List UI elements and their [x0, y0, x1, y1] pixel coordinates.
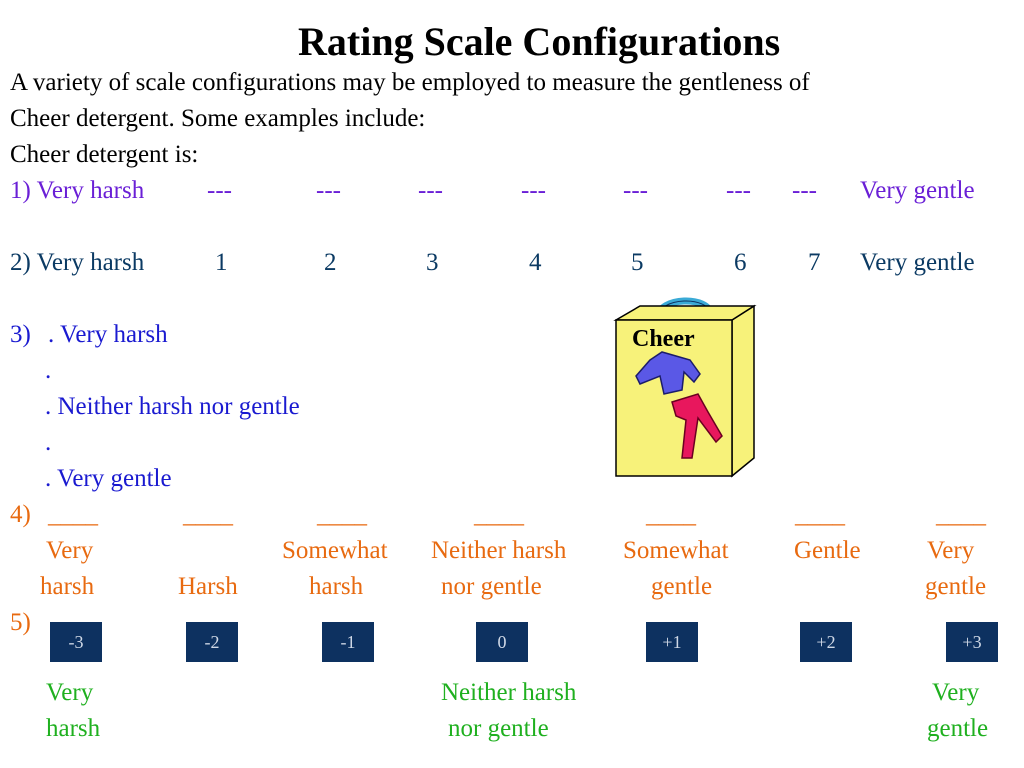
scale-1-mark: ---: [792, 177, 817, 204]
scale-2-right-label: Very gentle: [860, 249, 975, 276]
scale-4-blank: ____: [936, 501, 986, 528]
intro-line-2: Cheer detergent. Some examples include:: [10, 105, 426, 132]
scale-5-label-line2: harsh: [46, 715, 101, 742]
detergent-box-icon: [613, 297, 757, 478]
scale-2-number: 2: [324, 249, 337, 276]
box-side: [731, 304, 755, 478]
scale-3-line: .: [45, 357, 52, 384]
scale-5-box: -3: [50, 622, 102, 662]
scale-5-label-line1: Neither harsh: [441, 679, 577, 706]
scale-5-label-line2: nor gentle: [448, 715, 549, 742]
box-front: [615, 319, 733, 477]
scale-5-label-line1: Very: [932, 679, 980, 706]
scale-2-left-label: 2) Very harsh: [10, 249, 145, 276]
scale-2-number: 5: [631, 249, 644, 276]
scale-1-mark: ---: [207, 177, 232, 204]
scale-4-blank: ____: [646, 501, 696, 528]
scale-2-number: 4: [529, 249, 542, 276]
scale-2-number: 3: [426, 249, 439, 276]
scale-1-mark: ---: [623, 177, 648, 204]
scale-2-number: 6: [734, 249, 747, 276]
scale-5-box: -2: [186, 622, 238, 662]
detergent-box-label: Cheer: [632, 326, 695, 352]
scale-4-blank: ____: [795, 501, 845, 528]
scale-4-label-line1: Somewhat: [623, 537, 729, 564]
scale-5-box: 0: [476, 622, 528, 662]
scale-4-blank: ____: [48, 501, 98, 528]
scale-4-label-line2: Harsh: [178, 573, 238, 600]
scale-4-label-line2: harsh: [309, 573, 364, 600]
scale-1-mark: ---: [418, 177, 443, 204]
scale-1-right-label: Very gentle: [860, 177, 975, 204]
scale-4-label-line2: gentle: [925, 573, 987, 600]
scale-4-label-line1: Very: [46, 537, 94, 564]
scale-2-number: 7: [808, 249, 821, 276]
shirt-icon: [635, 351, 701, 395]
pants-icon: [671, 393, 723, 459]
scale-1-left-label: 1) Very harsh: [10, 177, 145, 204]
scale-5-box: -1: [322, 622, 374, 662]
scale-4-blank: ____: [317, 501, 367, 528]
scale-5-box: +1: [646, 622, 698, 662]
scale-3-line: . Neither harsh nor gentle: [45, 393, 300, 420]
scale-4-label-line1: Somewhat: [282, 537, 388, 564]
scale-3-line: .: [45, 429, 52, 456]
scale-4-label-line2: gentle: [651, 573, 713, 600]
scale-3-prefix: 3): [10, 321, 31, 348]
page-title: Rating Scale Configurations: [298, 19, 781, 64]
scale-5-label-line1: Very: [46, 679, 94, 706]
scale-4-label-line1: Neither harsh: [431, 537, 567, 564]
intro-line-1: A variety of scale configurations may be…: [10, 69, 810, 96]
scale-4-label-line2: harsh: [40, 573, 95, 600]
scale-4-label-line1: Very: [927, 537, 975, 564]
scale-5-box: +2: [800, 622, 852, 662]
scale-1-mark: ---: [521, 177, 546, 204]
scale-4-label-line1: Gentle: [794, 537, 861, 564]
scale-4-label-line2: nor gentle: [441, 573, 542, 600]
scale-3-line: . Very harsh: [48, 321, 168, 348]
scale-5-prefix: 5): [10, 609, 31, 636]
scale-1-mark: ---: [316, 177, 341, 204]
scale-4-prefix: 4): [10, 501, 31, 528]
scale-2-number: 1: [215, 249, 228, 276]
intro-line-3: Cheer detergent is:: [10, 141, 199, 168]
scale-4-blank: ____: [183, 501, 233, 528]
scale-4-blank: ____: [474, 501, 524, 528]
scale-5-label-line2: gentle: [927, 715, 989, 742]
box-top: [613, 305, 757, 321]
scale-5-box: +3: [946, 622, 998, 662]
scale-1-mark: ---: [726, 177, 751, 204]
scale-3-line: . Very gentle: [45, 465, 172, 492]
